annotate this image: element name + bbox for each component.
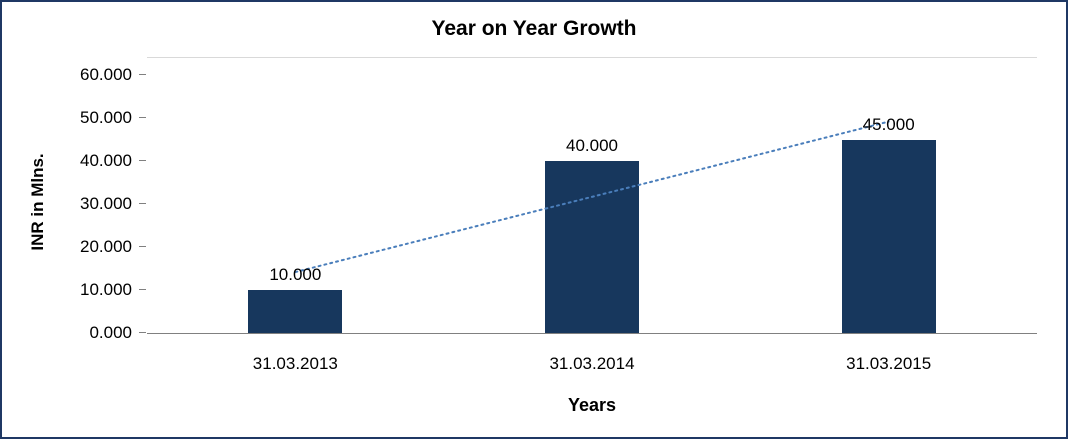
bar <box>248 290 343 333</box>
y-tick-label: 50.000 <box>80 108 132 127</box>
y-tick-label: 40.000 <box>80 151 132 170</box>
y-tick-mark <box>139 74 146 75</box>
y-tick-label: 0.000 <box>89 323 132 342</box>
bar <box>545 161 639 333</box>
bar <box>841 139 936 333</box>
plot-area: 10.000 40.000 45.000 <box>147 57 1037 334</box>
y-tick-mark <box>139 332 146 333</box>
x-axis-title: Years <box>567 395 617 415</box>
y-tick-mark <box>139 160 146 161</box>
x-tick-label: 31.03.2013 <box>252 354 338 373</box>
y-tick-label: 60.000 <box>80 65 132 84</box>
x-tick-label: 31.03.2015 <box>846 354 932 373</box>
y-tick-mark <box>139 246 146 247</box>
y-tick-mark <box>139 203 146 204</box>
chart-title: Year on Year Growth <box>431 17 637 40</box>
y-tick-label: 20.000 <box>80 237 132 256</box>
y-tick-label: 30.000 <box>80 194 132 213</box>
bar-value-label: 45.000 <box>862 114 915 134</box>
y-tick-mark <box>139 289 146 290</box>
y-tick-label: 10.000 <box>80 280 132 299</box>
x-tick-label: 31.03.2014 <box>549 354 635 373</box>
bar-value-label: 10.000 <box>269 265 322 284</box>
bar-value-label: 40.000 <box>566 136 618 155</box>
y-tick-mark <box>139 117 146 118</box>
